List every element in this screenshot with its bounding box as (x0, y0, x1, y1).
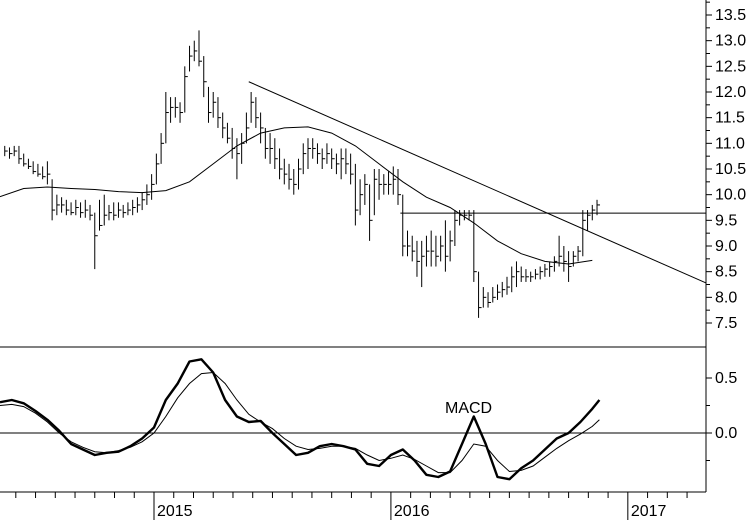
price-bars (4, 30, 601, 318)
macd-title: MACD (445, 400, 492, 417)
price-y-tick-label: 10.5 (715, 161, 746, 178)
price-y-tick-label: 11.5 (715, 110, 745, 127)
price-y-tick-label: 7.5 (715, 315, 737, 332)
macd-y-tick-label: 0.5 (715, 370, 737, 387)
macd-y-ticks: 0.5 0.0 (706, 370, 737, 461)
price-y-tick-label: 11.0 (715, 135, 745, 152)
price-y-tick-label: 9.5 (715, 212, 737, 229)
x-ticks: 2015 2016 2017 (15, 492, 688, 520)
price-y-tick-label: 13.5 (715, 7, 746, 24)
macd-signal-line (0, 371, 600, 474)
year-label: 2017 (631, 503, 667, 520)
moving-average-line (0, 126, 593, 265)
year-label: 2015 (157, 503, 193, 520)
price-y-tick-label: 9.0 (715, 238, 737, 255)
macd-line (0, 358, 601, 481)
price-y-tick-label: 10.0 (715, 187, 746, 204)
price-y-tick-label: 13.0 (715, 33, 746, 50)
price-y-tick-label: 12.0 (715, 84, 746, 101)
price-y-tick-label: 8.0 (715, 289, 737, 306)
downtrend-line (248, 81, 707, 284)
year-label: 2016 (394, 503, 430, 520)
price-y-ticks: 7.5 8.0 8.5 9.0 9.5 10.0 10.5 11.0 11.5 12.0 12.5 1… (706, 1, 746, 332)
macd-y-tick-label: 0.0 (715, 425, 737, 442)
price-y-tick-label: 8.5 (715, 264, 737, 281)
price-y-tick-label: 12.5 (715, 58, 746, 75)
